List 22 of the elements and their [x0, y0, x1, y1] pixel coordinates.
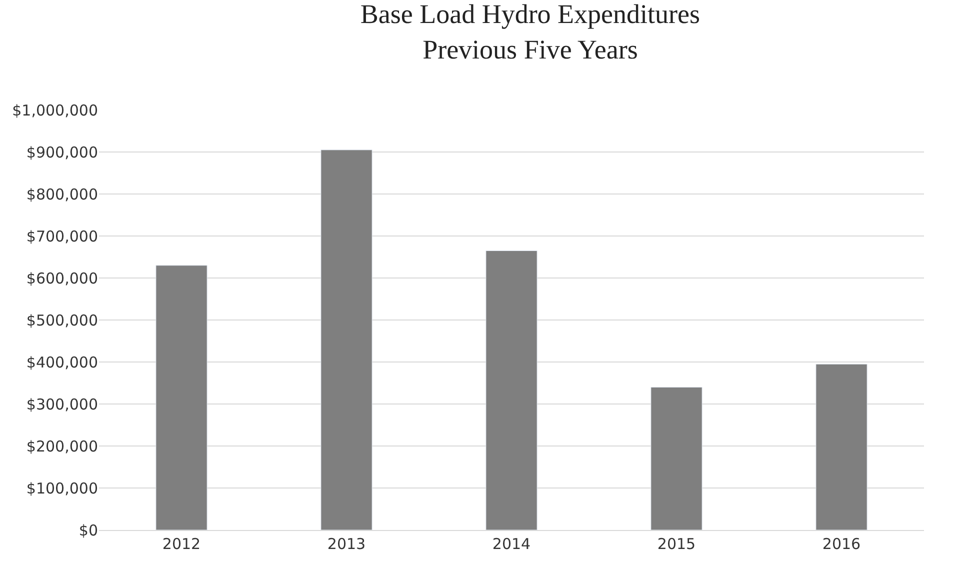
y-tick-label: $600,000	[26, 269, 98, 288]
bar	[650, 386, 702, 530]
y-tick-label: $700,000	[26, 227, 98, 246]
bar	[486, 250, 538, 530]
chart-title: Base Load Hydro Expenditures Previous Five Years	[360, 0, 700, 64]
x-tick-label: 2014	[492, 535, 531, 553]
y-tick-label: $800,000	[26, 185, 98, 204]
bar	[320, 150, 372, 530]
y-tick-label: $500,000	[26, 311, 98, 330]
x-tick-label: 2016	[822, 535, 861, 553]
bar	[156, 265, 208, 530]
bar	[816, 364, 868, 530]
x-tick-label: 2012	[162, 535, 201, 553]
y-tick-label: $400,000	[26, 353, 98, 372]
x-tick-label: 2013	[327, 535, 366, 553]
y-tick-label: $100,000	[26, 479, 98, 498]
y-tick-label: $200,000	[26, 437, 98, 456]
y-tick-label: $300,000	[26, 395, 98, 414]
y-tick-label: $0	[78, 521, 98, 540]
x-tick-label: 2015	[657, 535, 696, 553]
y-tick-label: $900,000	[26, 143, 98, 162]
y-tick-label: $1,000,000	[12, 101, 98, 120]
